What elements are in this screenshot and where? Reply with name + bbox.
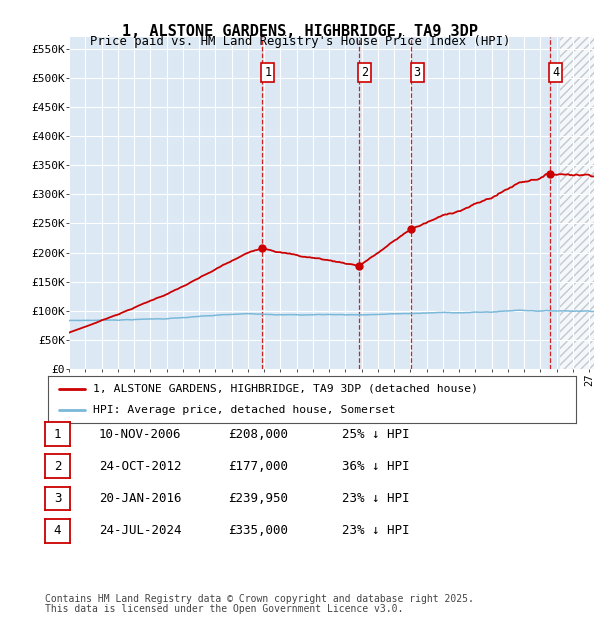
Text: 3: 3: [54, 492, 61, 505]
Text: Price paid vs. HM Land Registry's House Price Index (HPI): Price paid vs. HM Land Registry's House …: [90, 35, 510, 48]
Text: 1: 1: [265, 66, 271, 79]
Text: 36% ↓ HPI: 36% ↓ HPI: [342, 460, 409, 472]
Text: 1, ALSTONE GARDENS, HIGHBRIDGE, TA9 3DP (detached house): 1, ALSTONE GARDENS, HIGHBRIDGE, TA9 3DP …: [93, 384, 478, 394]
Text: Contains HM Land Registry data © Crown copyright and database right 2025.: Contains HM Land Registry data © Crown c…: [45, 594, 474, 604]
Bar: [560, 37, 600, 369]
Text: HPI: Average price, detached house, Somerset: HPI: Average price, detached house, Some…: [93, 405, 395, 415]
Text: 24-OCT-2012: 24-OCT-2012: [99, 460, 182, 472]
Text: £239,950: £239,950: [228, 492, 288, 505]
Text: 4: 4: [54, 525, 61, 537]
Text: 23% ↓ HPI: 23% ↓ HPI: [342, 525, 409, 537]
Bar: [560, 37, 600, 369]
Text: 24-JUL-2024: 24-JUL-2024: [99, 525, 182, 537]
Text: 25% ↓ HPI: 25% ↓ HPI: [342, 428, 409, 440]
Text: This data is licensed under the Open Government Licence v3.0.: This data is licensed under the Open Gov…: [45, 604, 403, 614]
Text: 10-NOV-2006: 10-NOV-2006: [99, 428, 182, 440]
Text: 20-JAN-2016: 20-JAN-2016: [99, 492, 182, 505]
Text: 23% ↓ HPI: 23% ↓ HPI: [342, 492, 409, 505]
Text: 3: 3: [413, 66, 421, 79]
Text: 1: 1: [54, 428, 61, 440]
Text: 4: 4: [552, 66, 559, 79]
Text: £335,000: £335,000: [228, 525, 288, 537]
Text: £177,000: £177,000: [228, 460, 288, 472]
Text: 1, ALSTONE GARDENS, HIGHBRIDGE, TA9 3DP: 1, ALSTONE GARDENS, HIGHBRIDGE, TA9 3DP: [122, 24, 478, 38]
Text: 2: 2: [361, 66, 368, 79]
Text: 2: 2: [54, 460, 61, 472]
Text: £208,000: £208,000: [228, 428, 288, 440]
